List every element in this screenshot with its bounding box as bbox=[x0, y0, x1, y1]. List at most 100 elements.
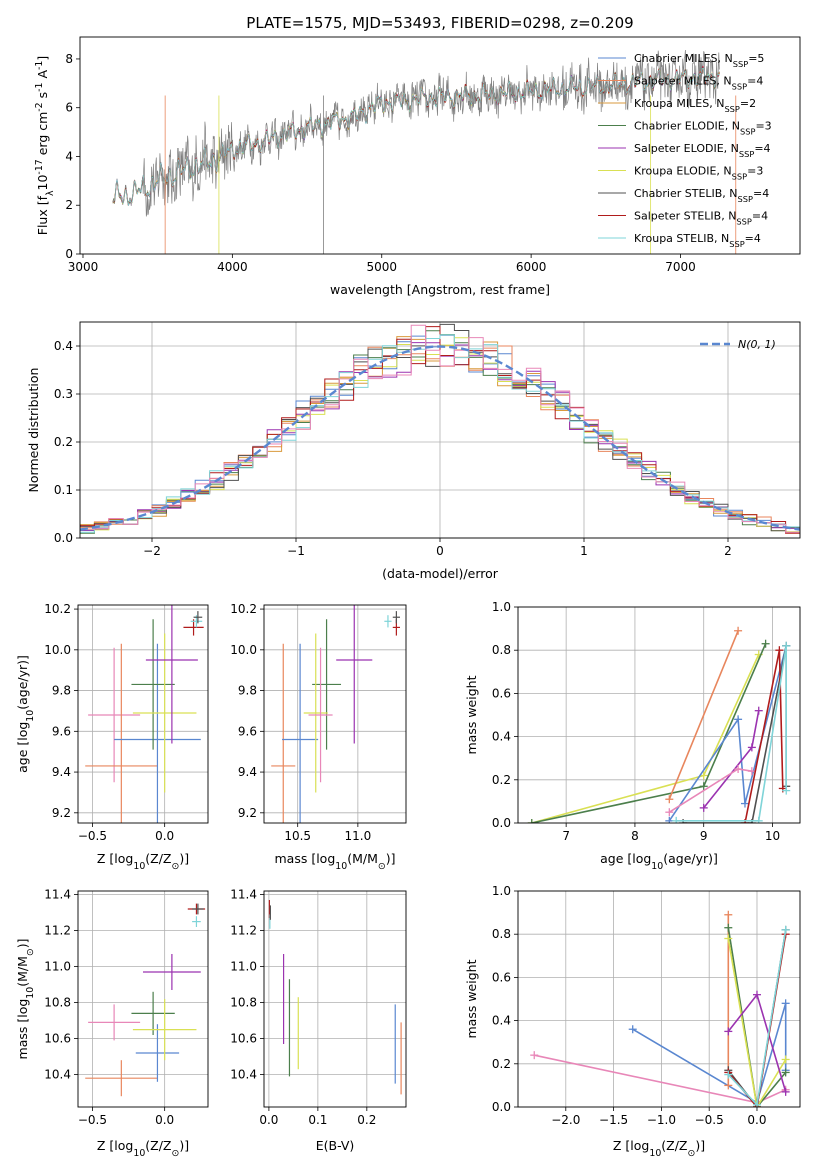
plus-marker bbox=[761, 639, 770, 648]
x-tick-label: 0.1 bbox=[308, 1113, 327, 1127]
errorbar-point-2 bbox=[85, 643, 158, 823]
y-tick-label: 10.0 bbox=[44, 643, 71, 657]
errorbar-point-1 bbox=[88, 1004, 141, 1041]
axes-frame bbox=[263, 604, 407, 824]
errorbar-point-9 bbox=[193, 611, 203, 624]
weight-line bbox=[668, 630, 739, 800]
weight-series-9 bbox=[724, 925, 790, 1107]
x-axis-label: mass [log10(M/M⊙)] bbox=[275, 851, 396, 872]
plus-marker bbox=[665, 816, 674, 823]
residual-histogram-10 bbox=[80, 324, 800, 534]
errorbar-point-4 bbox=[131, 991, 175, 1035]
x-tick-label: −1 bbox=[287, 544, 305, 558]
x-tick-label: 2 bbox=[724, 544, 732, 558]
y-tick-label: 10.2 bbox=[230, 602, 257, 616]
x-axis-label: Z [log10(Z/Z⊙)] bbox=[613, 1138, 705, 1159]
x-tick-label: 0.0 bbox=[747, 1113, 766, 1127]
y-tick-label: 0.6 bbox=[492, 970, 511, 984]
errorbar-point-9 bbox=[392, 611, 400, 624]
y-tick-label: 11.0 bbox=[44, 960, 71, 974]
plus-marker bbox=[782, 641, 791, 650]
plot-area bbox=[268, 900, 402, 1095]
y-tick-label: 0.3 bbox=[54, 387, 73, 401]
y-tick-label: 9.8 bbox=[52, 684, 71, 698]
weight-series-3 bbox=[665, 626, 743, 804]
plus-marker bbox=[672, 816, 681, 823]
x-tick-label: 0.0 bbox=[155, 829, 174, 843]
x-tick-label: −0.5 bbox=[78, 1113, 107, 1127]
y-tick-label: 11.2 bbox=[44, 924, 71, 938]
plus-marker bbox=[724, 910, 733, 919]
y-tick-label: 0.0 bbox=[492, 1100, 511, 1114]
weight-line bbox=[632, 1003, 787, 1104]
weight-vs-Z-panel: −2.0 −1.5 −1.0 −0.5 0.0 0.0 0.2 0.4 0.6 0.8 1.0 Z [… bbox=[464, 884, 801, 1159]
y-tick-label: 11.0 bbox=[230, 960, 257, 974]
errorbar-point-2 bbox=[85, 1060, 158, 1097]
y-tick-label: 9.6 bbox=[52, 724, 71, 738]
y-tick-label: 9.2 bbox=[238, 806, 257, 820]
errorbar-point-5 bbox=[308, 647, 333, 783]
axes-frame bbox=[79, 321, 801, 539]
plot-area bbox=[271, 605, 400, 823]
y-tick-label: 0.4 bbox=[492, 1014, 511, 1028]
y-axis-label: age [log10(age/yr)] bbox=[15, 655, 36, 773]
plus-marker bbox=[699, 771, 708, 780]
x-axis-label: E(B-V) bbox=[316, 1138, 355, 1153]
plus-marker bbox=[740, 799, 749, 808]
plus-marker bbox=[781, 999, 790, 1008]
errorbar-point-4 bbox=[131, 619, 175, 750]
errorbar-point-1 bbox=[88, 647, 141, 783]
residuals-panel: −2 −1 0 1 2 0.0 0.1 0.2 0.3 0.4 (data-model)/error… bbox=[26, 321, 801, 581]
y-tick-label: 1.0 bbox=[492, 884, 511, 898]
y-tick-label: 10.2 bbox=[44, 602, 71, 616]
y-tick-label: 10.8 bbox=[230, 996, 257, 1010]
y-tick-label: 11.2 bbox=[230, 924, 257, 938]
x-tick-label: 11.0 bbox=[345, 829, 372, 843]
x-axis-label: Z [log10(Z/Z⊙)] bbox=[97, 1138, 189, 1159]
x-axis-label: (data-model)/error bbox=[382, 566, 499, 581]
x-tick-label: 7000 bbox=[665, 260, 696, 274]
x-tick-label: 0.2 bbox=[357, 1113, 376, 1127]
errorbar-point-5 bbox=[132, 633, 197, 793]
errorbar-point-4 bbox=[303, 633, 328, 793]
weight-series-5 bbox=[699, 706, 763, 812]
errorbar-point-3 bbox=[312, 619, 342, 750]
weight-line bbox=[727, 938, 787, 1107]
y-tick-label: 9.4 bbox=[238, 765, 257, 779]
weight-line bbox=[676, 645, 788, 822]
y-tick-label: 2 bbox=[65, 198, 73, 212]
plus-marker bbox=[752, 1100, 761, 1107]
y-axis-label: mass [log10(M/M⊙)] bbox=[15, 939, 36, 1060]
plus-marker bbox=[781, 925, 790, 934]
y-tick-label: 9.6 bbox=[238, 724, 257, 738]
y-tick-label: 10.4 bbox=[230, 1068, 257, 1082]
legend-label-1: Chabrier MILES, NSSP=5 bbox=[634, 52, 764, 69]
x-axis-label: Z [log10(Z/Z⊙)] bbox=[97, 851, 189, 872]
plus-marker bbox=[781, 1055, 790, 1064]
plus-marker bbox=[754, 816, 763, 823]
x-tick-label: 7 bbox=[562, 829, 570, 843]
y-tick-label: 10.4 bbox=[44, 1068, 71, 1082]
y-tick-label: 0.0 bbox=[492, 816, 511, 830]
chart-title: PLATE=1575, MJD=53493, FIBERID=0298, z=0… bbox=[246, 14, 633, 32]
plus-marker bbox=[665, 795, 674, 804]
y-tick-label: 0.6 bbox=[492, 686, 511, 700]
y-tick-label: 1.0 bbox=[492, 600, 511, 614]
model-spectrum-8 bbox=[112, 65, 720, 204]
weight-vs-age-panel: 7 8 9 10 0.0 0.2 0.4 0.6 0.8 1.0 age [log10(age/yr… bbox=[464, 600, 801, 872]
errorbar-point-6 bbox=[145, 605, 198, 744]
legend-label-6: Kroupa ELODIE, NSSP=3 bbox=[634, 165, 763, 182]
plus-marker bbox=[724, 923, 733, 932]
plus-marker bbox=[734, 715, 743, 724]
x-axis-label: age [log10(age/yr)] bbox=[600, 851, 718, 872]
legend-label-gaussian: N(0, 1) bbox=[738, 338, 776, 351]
plus-marker bbox=[527, 819, 536, 823]
weight-series-9 bbox=[672, 641, 791, 823]
y-tick-label: 9.8 bbox=[238, 684, 257, 698]
x-tick-label: 9 bbox=[700, 829, 708, 843]
age-vs-Z-panel: −0.5 0.0 9.2 9.4 9.6 9.8 10.0 10.2 Z [log10(Z/Z⊙… bbox=[15, 602, 209, 872]
legend-label-8: Salpeter STELIB, NSSP=4 bbox=[634, 210, 768, 227]
x-tick-label: 10.5 bbox=[284, 829, 311, 843]
errorbar-point-6 bbox=[336, 605, 373, 744]
